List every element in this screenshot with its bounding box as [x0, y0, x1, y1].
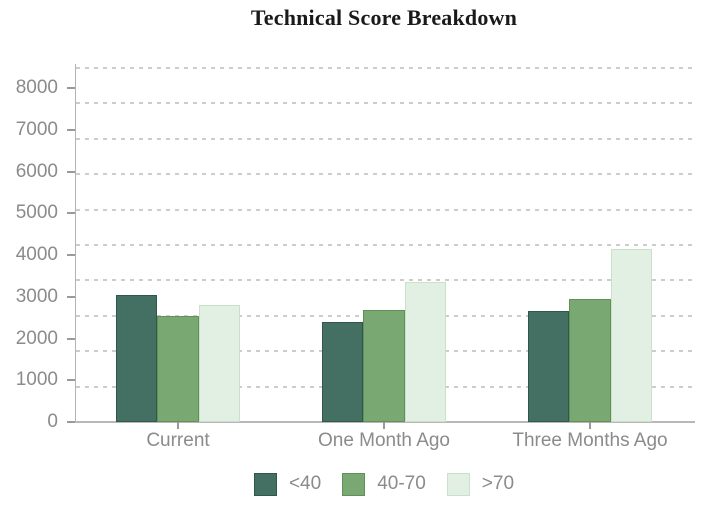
bar-gt70-current — [198, 305, 240, 422]
y-tick-label: 4000 — [15, 244, 58, 265]
y-tick — [67, 337, 75, 340]
x-tick — [589, 422, 591, 429]
bar-lt40-one-month-ago — [322, 321, 364, 422]
legend: <40 40-70 >70 — [75, 469, 693, 499]
y-tick-label: 5000 — [15, 202, 58, 224]
bar-gt70-one-month-ago — [404, 282, 446, 422]
gridline — [76, 279, 693, 282]
y-tick — [67, 128, 75, 131]
bar-gt70-three-months-ago — [610, 248, 652, 422]
legend-swatch-40-70 — [342, 472, 366, 496]
x-category-label: One Month Ago — [317, 430, 451, 451]
gridline — [76, 102, 693, 105]
bar-40-70-current — [157, 315, 199, 422]
y-tick — [67, 212, 75, 215]
y-tick — [67, 421, 75, 423]
y-tick-label: 6000 — [15, 160, 58, 182]
legend-item-lt40: <40 — [253, 472, 322, 496]
x-category-label: Three Months Ago — [512, 430, 668, 451]
x-axis-line — [75, 421, 695, 423]
bar-lt40-current — [116, 294, 158, 422]
bar-lt40-three-months-ago — [528, 311, 570, 422]
y-tick-label: 8000 — [15, 77, 58, 98]
y-axis-line — [75, 64, 76, 422]
y-tick-label: 3000 — [15, 285, 58, 307]
x-tick — [177, 422, 179, 429]
y-tick-label: 2000 — [15, 327, 58, 349]
legend-item-40-70: 40-70 — [342, 472, 426, 496]
bar-40-70-three-months-ago — [569, 298, 611, 422]
gridline — [76, 137, 693, 140]
gridline — [76, 67, 693, 69]
chart-title: Technical Score Breakdown — [250, 5, 518, 30]
gridline — [76, 173, 693, 176]
x-tick — [383, 422, 385, 429]
y-tick — [67, 379, 75, 382]
y-tick — [67, 170, 75, 173]
x-category-label: Current — [146, 430, 210, 451]
legend-item-gt70: >70 — [446, 472, 515, 496]
y-tick — [67, 87, 75, 89]
legend-label: <40 — [288, 473, 322, 494]
y-tick-label: 1000 — [15, 369, 58, 391]
gridline — [76, 208, 693, 211]
legend-swatch-gt70 — [446, 472, 470, 496]
bar-40-70-one-month-ago — [363, 310, 405, 422]
y-tick-label: 7000 — [15, 118, 58, 140]
legend-label: >70 — [481, 473, 515, 494]
y-tick-label: 0 — [47, 411, 58, 432]
legend-label: 40-70 — [377, 473, 426, 494]
y-tick — [67, 295, 75, 298]
gridline — [76, 244, 693, 246]
legend-swatch-lt40 — [253, 472, 277, 496]
y-tick — [67, 254, 75, 256]
